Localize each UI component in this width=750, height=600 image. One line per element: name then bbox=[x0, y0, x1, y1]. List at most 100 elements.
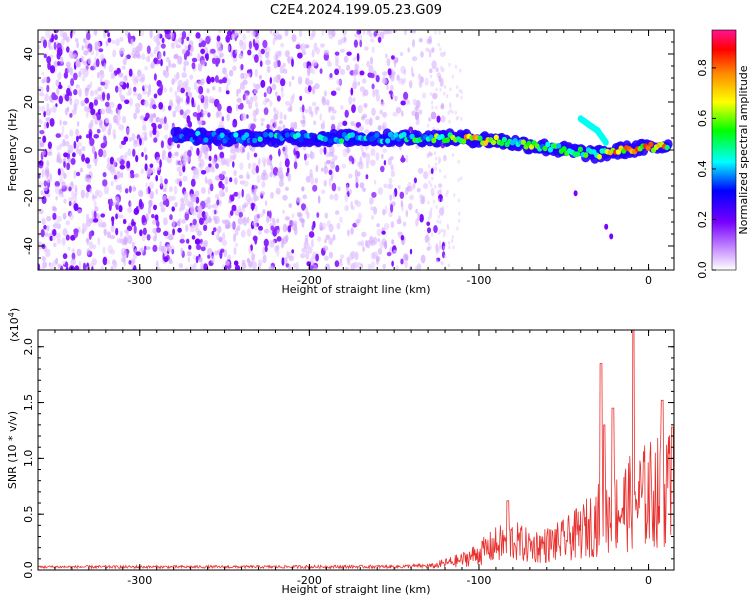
noise-blob bbox=[229, 177, 233, 183]
noise-blob bbox=[63, 161, 66, 168]
noise-blob bbox=[288, 203, 293, 208]
noise-blob bbox=[348, 173, 353, 179]
noise-blob bbox=[208, 163, 212, 168]
noise-blob bbox=[350, 121, 356, 127]
noise-blob bbox=[142, 124, 147, 132]
noise-blob bbox=[206, 76, 212, 85]
noise-blob bbox=[201, 241, 205, 248]
noise-blob bbox=[236, 97, 242, 103]
noise-blob bbox=[281, 257, 285, 266]
noise-blob bbox=[117, 103, 122, 110]
noise-blob bbox=[405, 99, 411, 105]
noise-blob bbox=[359, 182, 365, 189]
noise-blob bbox=[439, 87, 442, 92]
noise-blob bbox=[214, 209, 217, 215]
noise-blob bbox=[214, 75, 219, 83]
noise-blob bbox=[65, 94, 70, 102]
noise-blob bbox=[160, 140, 164, 149]
noise-blob bbox=[99, 72, 105, 79]
noise-blob bbox=[387, 183, 393, 190]
noise-blob bbox=[203, 224, 208, 232]
noise-blob bbox=[152, 219, 158, 225]
noise-blob bbox=[200, 48, 206, 54]
noise-blob bbox=[381, 230, 386, 235]
noise-blob bbox=[74, 265, 80, 270]
noise-blob bbox=[386, 58, 391, 67]
noise-blob bbox=[370, 148, 376, 157]
noise-blob bbox=[221, 239, 228, 247]
noise-blob bbox=[300, 43, 307, 52]
noise-blob bbox=[293, 263, 296, 268]
noise-blob bbox=[430, 207, 433, 212]
noise-blob bbox=[340, 254, 345, 259]
noise-blob bbox=[358, 33, 363, 42]
noise-blob bbox=[386, 251, 392, 257]
noise-blob bbox=[47, 151, 53, 156]
noise-blob bbox=[336, 222, 341, 230]
noise-blob bbox=[323, 49, 330, 56]
noise-blob bbox=[101, 92, 106, 101]
noise-blob bbox=[319, 113, 323, 121]
noise-blob bbox=[56, 232, 61, 240]
noise-blob bbox=[330, 90, 337, 96]
noise-blob bbox=[362, 30, 366, 35]
noise-blob bbox=[66, 87, 71, 97]
noise-blob bbox=[112, 72, 116, 79]
noise-blob bbox=[231, 204, 237, 212]
noise-blob bbox=[70, 181, 74, 187]
noise-blob bbox=[431, 176, 434, 181]
noise-blob bbox=[348, 188, 352, 195]
noise-blob bbox=[428, 236, 431, 241]
noise-blob bbox=[210, 76, 215, 83]
noise-blob bbox=[253, 117, 257, 122]
ridge-core bbox=[493, 134, 499, 141]
noise-blob bbox=[393, 249, 397, 254]
colorbar-tick-label: 0.4 bbox=[696, 160, 709, 178]
noise-blob bbox=[438, 168, 442, 173]
noise-blob bbox=[161, 43, 166, 49]
noise-blob bbox=[171, 206, 175, 212]
noise-blob bbox=[361, 78, 367, 84]
noise-blob bbox=[207, 178, 213, 185]
noise-blob bbox=[388, 177, 393, 185]
noise-blob bbox=[93, 200, 97, 208]
noise-blob bbox=[312, 184, 318, 192]
noise-blob bbox=[276, 229, 280, 235]
noise-blob bbox=[212, 215, 216, 221]
noise-blob bbox=[315, 164, 319, 173]
noise-blob bbox=[266, 215, 269, 224]
noise-blob bbox=[398, 77, 404, 85]
noise-blob bbox=[291, 249, 295, 254]
noise-blob bbox=[167, 235, 173, 241]
noise-blob bbox=[246, 171, 250, 180]
noise-blob bbox=[124, 188, 129, 194]
noise-blob bbox=[429, 245, 432, 250]
noise-blob bbox=[300, 203, 307, 210]
noise-blob bbox=[346, 51, 352, 56]
noise-blob bbox=[56, 87, 60, 96]
noise-blob bbox=[369, 117, 373, 126]
noise-blob bbox=[382, 263, 387, 269]
noise-blob bbox=[428, 170, 432, 175]
noise-blob bbox=[362, 187, 366, 192]
noise-blob bbox=[45, 30, 51, 39]
noise-blob bbox=[279, 174, 284, 182]
noise-blob bbox=[135, 102, 141, 109]
noise-blob bbox=[144, 154, 148, 161]
noise-blob bbox=[159, 117, 165, 125]
noise-blob bbox=[44, 93, 49, 102]
noise-blob bbox=[257, 157, 261, 166]
noise-blob bbox=[375, 115, 380, 121]
noise-blob bbox=[375, 74, 380, 83]
noise-blob bbox=[254, 83, 261, 90]
noise-blob bbox=[229, 109, 232, 114]
noise-blob bbox=[319, 68, 323, 74]
noise-blob bbox=[200, 78, 205, 86]
noise-blob bbox=[167, 195, 173, 202]
noise-blob bbox=[251, 261, 257, 270]
noise-blob bbox=[38, 160, 44, 166]
noise-blob bbox=[150, 52, 154, 58]
noise-blob bbox=[60, 56, 64, 65]
noise-blob bbox=[219, 250, 223, 259]
noise-blob bbox=[279, 65, 285, 74]
